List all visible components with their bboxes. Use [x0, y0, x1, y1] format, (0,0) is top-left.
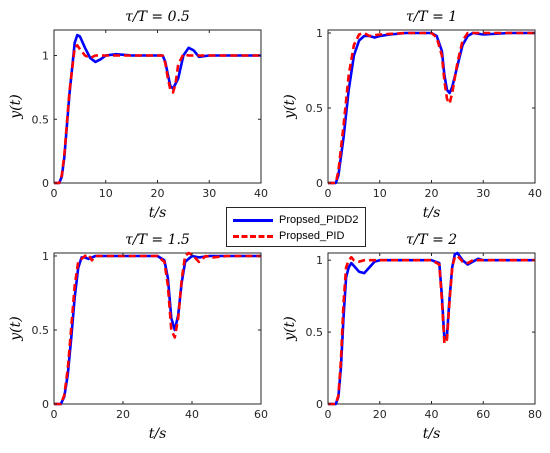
y-axis-label: y(t)	[282, 316, 298, 341]
x-axis-label: t/s	[423, 426, 441, 442]
legend-entry-pid: Propsed_PID	[233, 229, 363, 243]
x-tick-label: 20	[116, 408, 130, 421]
x-tick-label: 80	[528, 408, 542, 421]
y-tick-label: 1	[316, 27, 323, 40]
x-axis-label: t/s	[423, 205, 441, 221]
panel-title: τ/T = 1	[406, 9, 457, 25]
plot-area	[53, 29, 262, 184]
series-line-pidd2	[54, 33, 261, 185]
x-tick-label: 30	[476, 187, 490, 200]
x-tick-label: 0	[51, 187, 58, 200]
x-tick-label: 20	[151, 187, 165, 200]
x-tick-label: 60	[476, 408, 490, 421]
legend: Propsed_PIDD2 Propsed_PID	[226, 207, 366, 247]
chart-panel-3: 0 20 40 60 0 0.5 1 τ/T = 1.5 t/s y(t)	[8, 232, 268, 442]
chart-panel-4: 0 20 40 60 80 0 0.5 1 τ/T = 2 t/s y(t)	[282, 232, 542, 442]
y-tick-label: 0	[316, 177, 323, 190]
x-axis-label: t/s	[149, 205, 167, 221]
x-tick-label: 30	[202, 187, 216, 200]
legend-label-pidd2: Propsed_PIDD2	[279, 214, 359, 226]
plot-area	[327, 29, 536, 184]
series-group	[54, 251, 261, 406]
x-axis-label: t/s	[149, 426, 167, 442]
y-axis-label: y(t)	[8, 94, 24, 119]
series-line-pid	[328, 254, 535, 406]
series-line-pid	[54, 44, 261, 185]
x-tick-label: 40	[528, 187, 542, 200]
panel-title: τ/T = 2	[406, 232, 457, 248]
x-tick-label: 40	[425, 408, 439, 421]
series-group	[328, 251, 535, 406]
series-line-pid	[328, 31, 535, 185]
y-tick-label: 0	[42, 177, 49, 190]
x-tick-label: 0	[325, 408, 332, 421]
panel-title: τ/T = 1.5	[125, 232, 190, 248]
x-tick-label: 10	[373, 187, 387, 200]
y-tick-label: 0.5	[32, 113, 50, 126]
chart-panel-2: 0 10 20 30 40 0 0.5 1 τ/T = 1 t/s y(t)	[282, 9, 542, 221]
series-line-pid	[54, 251, 261, 406]
y-tick-label: 0	[316, 398, 323, 411]
plot-area	[53, 252, 262, 405]
y-tick-label: 0.5	[306, 326, 324, 339]
y-axis-label: y(t)	[282, 94, 298, 119]
x-tick-label: 40	[185, 408, 199, 421]
y-tick-label: 0	[42, 398, 49, 411]
x-tick-label: 40	[254, 187, 268, 200]
legend-swatch-pidd2	[233, 219, 273, 222]
x-tick-label: 0	[51, 408, 58, 421]
x-tick-label: 0	[325, 187, 332, 200]
y-axis-label: y(t)	[8, 316, 24, 341]
y-tick-label: 0.5	[32, 324, 50, 337]
panel-title: τ/T = 0.5	[125, 9, 190, 25]
legend-label-pid: Propsed_PID	[279, 230, 345, 242]
y-tick-label: 1	[42, 50, 49, 63]
legend-swatch-pid	[233, 235, 273, 238]
y-tick-label: 0.5	[306, 102, 324, 115]
chart-panel-1: 0 10 20 30 40 0 0.5 1 τ/T = 0.5 t/s y(t)	[8, 9, 268, 221]
y-tick-label: 1	[42, 250, 49, 263]
plot-area	[327, 252, 536, 405]
x-tick-label: 10	[99, 187, 113, 200]
x-tick-label: 20	[373, 408, 387, 421]
series-group	[54, 33, 261, 185]
y-tick-label: 1	[316, 254, 323, 267]
legend-entry-pidd2: Propsed_PIDD2	[233, 213, 363, 227]
x-tick-label: 60	[254, 408, 268, 421]
x-tick-label: 20	[425, 187, 439, 200]
